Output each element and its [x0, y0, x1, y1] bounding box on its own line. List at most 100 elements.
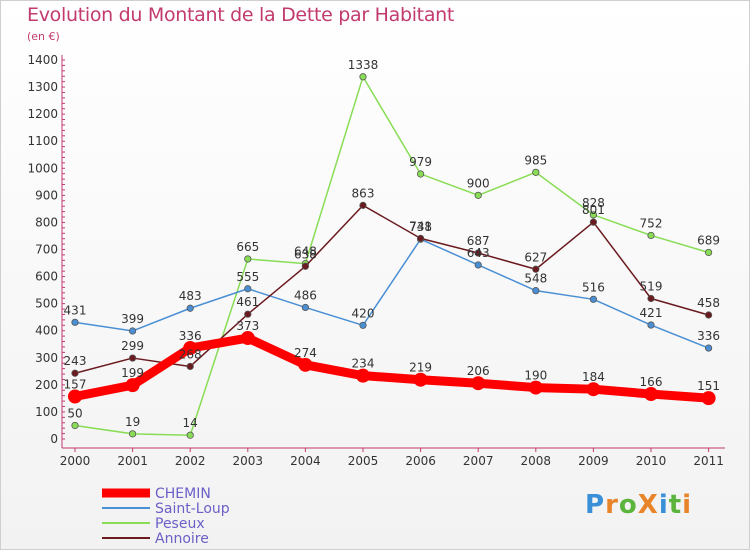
- logo-letter: o: [618, 490, 638, 520]
- data-point: [240, 331, 255, 346]
- data-point: [359, 321, 367, 329]
- y-tick-label: 400: [35, 324, 58, 338]
- x-tick-label: 2005: [348, 454, 379, 468]
- data-point: [68, 389, 82, 404]
- data-label: 752: [640, 216, 663, 230]
- x-tick-label: 2007: [463, 454, 494, 468]
- y-tick-label: 1300: [27, 80, 58, 94]
- data-label: 234: [352, 357, 375, 371]
- logo-letter: i: [682, 490, 693, 520]
- data-label: 336: [179, 329, 202, 343]
- y-tick-label: 600: [35, 270, 58, 284]
- data-point: [186, 304, 194, 312]
- data-label: 627: [524, 250, 547, 264]
- data-label: 431: [64, 303, 87, 317]
- data-label: 19: [125, 415, 140, 429]
- y-tick-label: 1000: [27, 161, 58, 175]
- chart-title: Evolution du Montant de la Dette par Hab…: [27, 4, 455, 26]
- y-tick-label: 500: [35, 297, 58, 311]
- data-label: 689: [697, 233, 720, 247]
- data-point: [183, 341, 198, 356]
- data-label: 461: [236, 295, 259, 309]
- data-point: [244, 255, 252, 263]
- data-point: [71, 318, 79, 326]
- y-tick-label: 1100: [27, 134, 58, 148]
- data-label: 184: [582, 370, 605, 384]
- data-label: 483: [179, 289, 202, 303]
- data-label: 548: [524, 272, 547, 286]
- logo-letter: P: [585, 490, 606, 520]
- data-point: [474, 249, 482, 257]
- data-label: 738: [409, 220, 432, 234]
- data-point: [359, 201, 367, 209]
- data-label: 420: [352, 306, 375, 320]
- x-tick-label: 2010: [636, 454, 667, 468]
- series-line-chemin: [70, 333, 714, 403]
- data-label: 219: [409, 361, 432, 375]
- y-tick-label: 800: [35, 215, 58, 229]
- data-label: 50: [67, 406, 82, 420]
- legend-label-peseux: Peseux: [155, 516, 205, 532]
- data-label: 151: [697, 379, 720, 393]
- data-label: 373: [236, 319, 259, 333]
- data-point: [471, 376, 486, 391]
- data-point: [644, 387, 658, 402]
- data-label: 486: [294, 288, 317, 302]
- data-point: [301, 262, 309, 270]
- data-label: 199: [121, 366, 144, 380]
- x-tick-label: 2008: [521, 454, 552, 468]
- data-label: 243: [64, 354, 87, 368]
- data-label: 638: [294, 247, 317, 261]
- series-line-annoire: [74, 204, 710, 374]
- data-point: [589, 211, 598, 219]
- data-point: [244, 285, 252, 293]
- data-label: 519: [640, 279, 663, 293]
- data-point: [589, 218, 598, 226]
- y-tick-label: 200: [35, 378, 58, 392]
- data-point: [704, 311, 713, 319]
- legend-label-chemin: CHEMIN: [155, 486, 211, 502]
- data-label: 274: [294, 346, 317, 360]
- data-label: 1338: [348, 58, 379, 72]
- y-tick-label: 700: [35, 243, 58, 257]
- data-label: 516: [582, 280, 605, 294]
- logo-letter: X: [637, 490, 659, 520]
- data-point: [532, 168, 540, 176]
- data-point: [589, 295, 598, 303]
- data-point: [416, 234, 425, 243]
- y-tick-label: 300: [35, 351, 58, 365]
- data-point: [186, 362, 194, 371]
- data-point: [301, 303, 309, 312]
- data-point: [125, 378, 140, 393]
- data-label: 979: [409, 155, 432, 169]
- data-point: [413, 372, 428, 387]
- data-point: [704, 344, 713, 352]
- data-point: [416, 170, 425, 178]
- x-tick-label: 2006: [405, 454, 436, 468]
- y-tick-label: 900: [35, 188, 58, 202]
- data-label: 190: [524, 369, 547, 383]
- x-tick-label: 2011: [693, 454, 724, 468]
- data-label: 336: [697, 329, 720, 343]
- data-label: 741: [409, 219, 432, 233]
- data-label: 801: [582, 203, 605, 217]
- data-label: 648: [294, 245, 317, 259]
- data-point: [528, 380, 543, 395]
- data-label: 863: [352, 186, 375, 200]
- y-tick-label: 1200: [27, 107, 58, 121]
- chart-subtitle: (en €): [27, 30, 60, 43]
- data-label: 421: [640, 306, 663, 320]
- data-point: [704, 248, 713, 257]
- data-label: 399: [121, 312, 144, 326]
- data-point: [298, 357, 313, 372]
- data-point: [244, 310, 252, 318]
- data-point: [71, 421, 79, 430]
- data-label: 14: [183, 416, 198, 430]
- data-label: 643: [467, 246, 490, 260]
- data-label: 299: [121, 339, 144, 353]
- series-line-saint-loup: [74, 238, 710, 349]
- data-point: [586, 382, 601, 397]
- data-point: [356, 368, 370, 383]
